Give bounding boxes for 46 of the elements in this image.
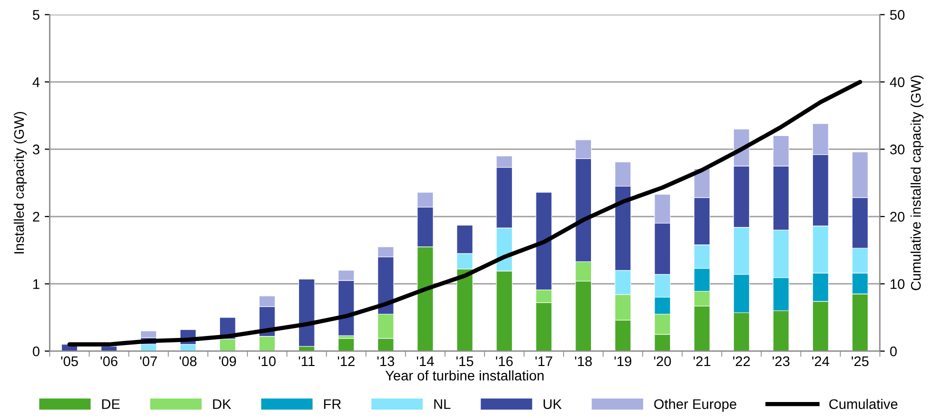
x-tick-label: '23 (772, 356, 790, 366)
y-tick-label: 5 (32, 10, 40, 20)
x-tick-label: '24 (812, 356, 830, 366)
legend-label: DE (102, 399, 120, 409)
y-tick-label: 1 (33, 279, 40, 289)
legend-label: Cumulative (829, 398, 898, 410)
x-tick-label: '18 (575, 356, 592, 366)
bar (338, 338, 354, 352)
y2-tick-label: 30 (890, 144, 904, 154)
legend-label: Other Europe (654, 398, 736, 412)
legend-label: FR (324, 399, 341, 409)
x-axis-title: Year of turbine installation (385, 370, 544, 381)
x-tick-label: '19 (614, 356, 632, 366)
legend-label: DK (213, 399, 232, 409)
y2-tick-label: 10 (890, 279, 904, 289)
y-tick-label: 2 (32, 212, 40, 222)
x-tick-label: '25 (852, 356, 869, 366)
x-tick-label: '09 (219, 356, 236, 366)
y-axis-title: Installed capacity (GW) (14, 112, 27, 254)
y2-tick-label: 0 (890, 346, 897, 356)
x-tick-label: '16 (496, 356, 513, 366)
x-tick-label: '07 (140, 356, 157, 366)
x-tick-label: '15 (456, 356, 474, 366)
y-tick-label: 3 (32, 144, 40, 154)
legend-label: NL (434, 399, 450, 409)
x-tick-label: '08 (180, 356, 197, 366)
x-tick-label: '11 (298, 356, 315, 366)
x-tick-label: '12 (338, 356, 355, 366)
x-tick-label: '13 (377, 356, 394, 366)
x-tick-label: '06 (100, 356, 118, 366)
x-tick-label: '22 (733, 356, 750, 366)
x-tick-label: '10 (258, 356, 276, 366)
y2-tick-label: 40 (890, 77, 904, 88)
legend-label: UK (544, 399, 562, 410)
x-tick-label: '05 (61, 356, 78, 366)
y2-tick-label: 50 (890, 10, 904, 20)
x-tick-label: '17 (535, 356, 552, 366)
x-tick-label: '14 (416, 356, 434, 366)
bar (298, 278, 315, 347)
x-tick-label: '20 (654, 356, 671, 366)
y2-axis-title: Cumulative installed capacity (GW) (910, 76, 924, 290)
line-series (67, 80, 862, 346)
x-tick-label: '21 (694, 356, 710, 366)
y2-tick-label: 20 (890, 212, 904, 222)
y-tick-label: 4 (32, 77, 40, 87)
y-tick-label: 0 (32, 346, 40, 356)
